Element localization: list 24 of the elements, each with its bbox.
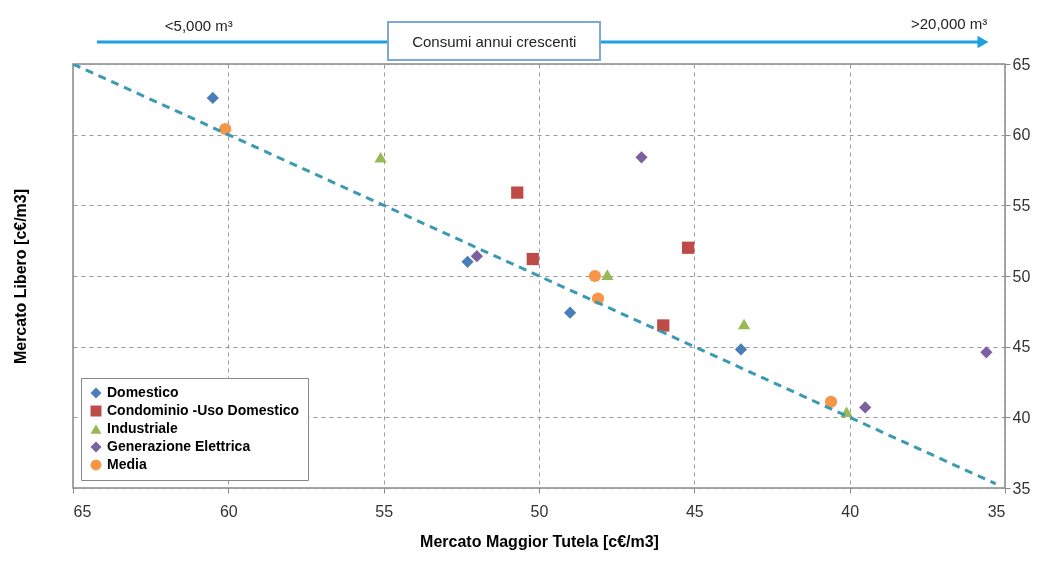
legend-label: Industriale — [107, 420, 179, 436]
legend-label: Domestico — [107, 384, 179, 400]
legend-label: Condominio -Uso Domestico — [107, 402, 300, 418]
y-tick-label: 55 — [1012, 196, 1031, 214]
x-tick-label: 40 — [841, 502, 860, 520]
x-tick-label: 65 — [73, 502, 92, 520]
y-axis-title: Mercato Libero [c€/m3] — [11, 188, 29, 365]
x-tick-label: 60 — [219, 502, 238, 520]
text: Consumi annui crescenti — [412, 33, 577, 50]
x-tick-label: 55 — [375, 502, 394, 520]
x-axis-title: Mercato Maggior Tutela [c€/m3] — [420, 532, 659, 550]
y-tick-label: 35 — [1012, 479, 1031, 497]
x-tick-label: 35 — [987, 502, 1006, 520]
y-tick-label: 60 — [1012, 126, 1031, 144]
text: >20,000 m³ — [910, 15, 988, 32]
legend-label: Media — [107, 456, 147, 472]
x-tick-label: 45 — [685, 502, 704, 520]
y-tick-label: 40 — [1012, 408, 1031, 426]
x-tick-label: 50 — [530, 502, 549, 520]
y-tick-label: 45 — [1012, 338, 1031, 356]
y-tick-label: 65 — [1012, 55, 1031, 73]
legend-label: Generazione Elettrica — [107, 438, 251, 454]
y-tick-label: 50 — [1012, 267, 1031, 285]
text: <5,000 m³ — [164, 17, 233, 34]
